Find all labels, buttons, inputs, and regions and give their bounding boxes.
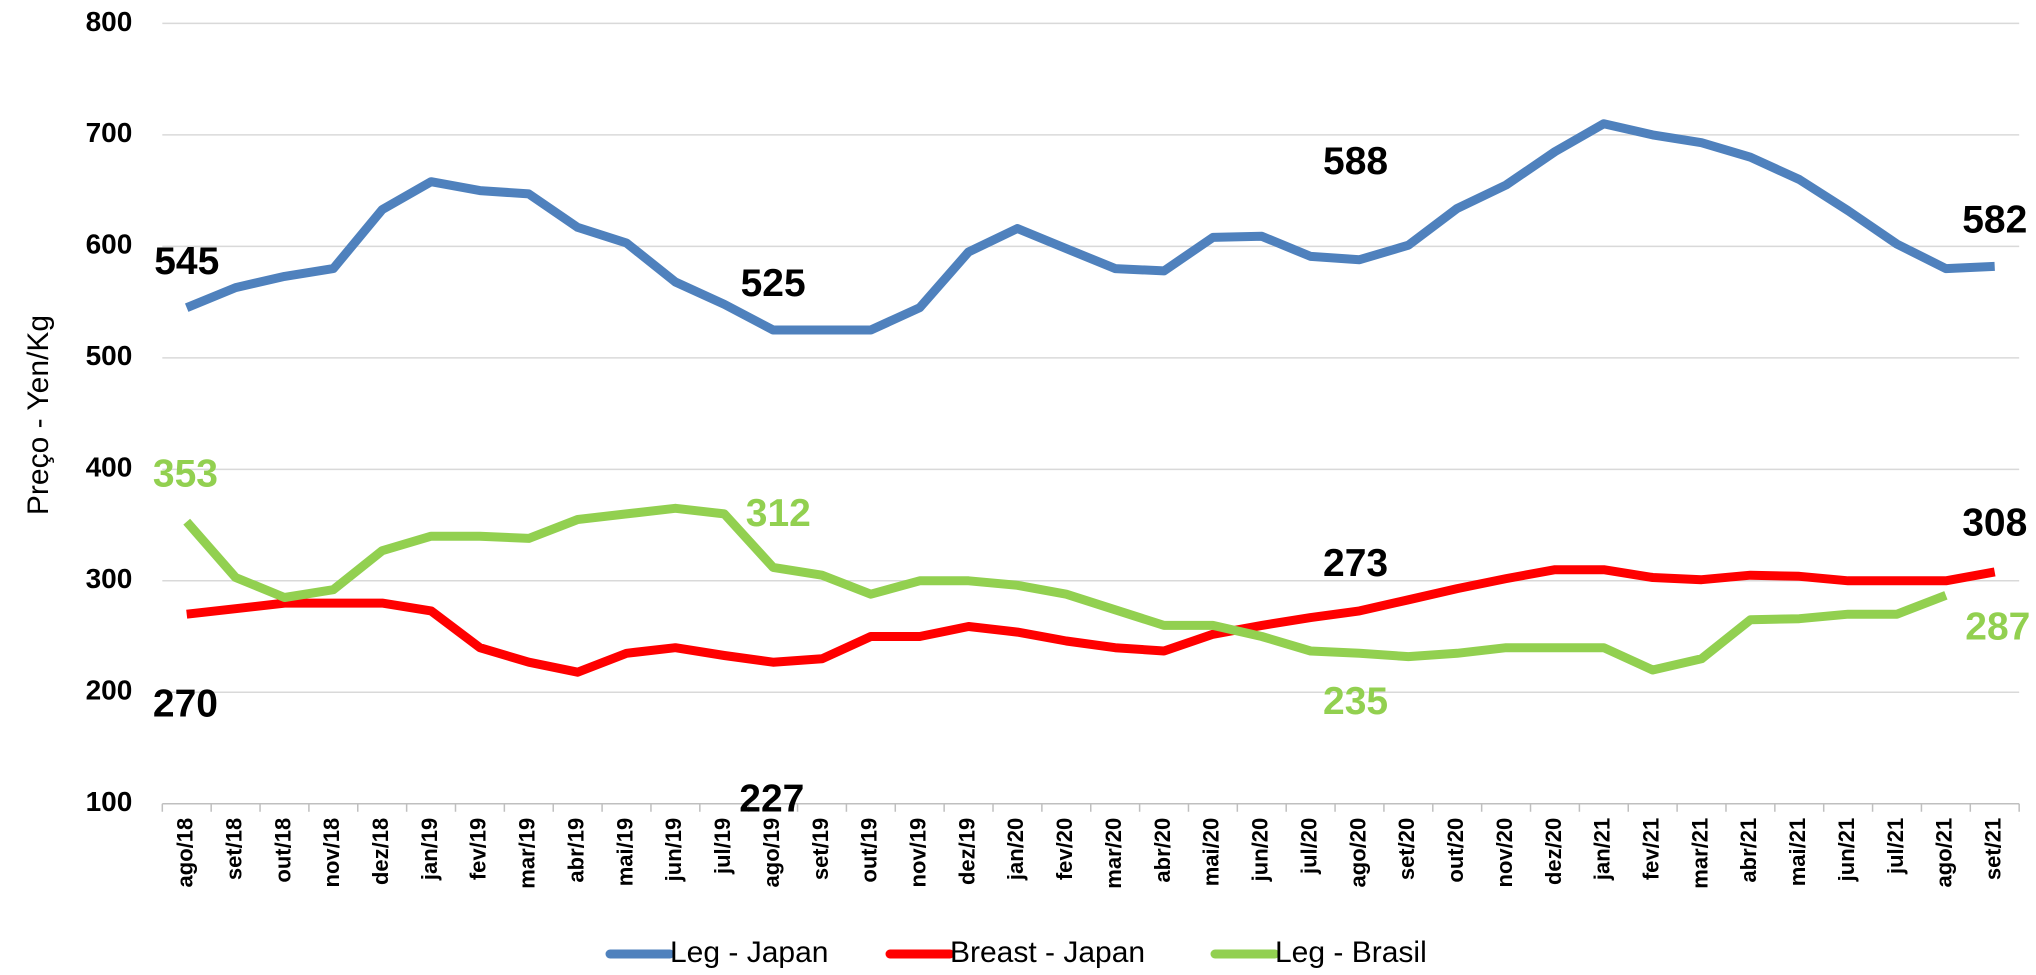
data-label: 312 [746,492,811,535]
series-line [184,119,1995,335]
x-tick-label: nov/20 [1492,818,1517,888]
x-tick-label: jan/20 [1003,818,1028,881]
data-label: 545 [154,240,219,283]
y-tick-label: 600 [86,229,133,260]
x-tick-label: set/19 [808,818,833,880]
x-tick-label: ago/21 [1932,818,1957,888]
data-label: 582 [1962,199,2027,242]
data-label: 235 [1323,680,1388,723]
data-label: 287 [1965,605,2030,648]
legend-label: Leg - Japan [670,936,828,969]
legend-label: Breast - Japan [950,936,1145,969]
x-tick-label: abr/19 [563,818,588,883]
x-tick-label: mai/21 [1785,818,1810,887]
data-label: 273 [1323,542,1388,585]
x-tick-label: jun/21 [1834,818,1859,883]
x-tick-label: fev/20 [1052,818,1077,880]
x-tick-label: jul/20 [1296,818,1321,875]
x-tick-label: ago/20 [1345,818,1370,888]
x-tick-label: mai/19 [612,818,637,887]
x-tick-label: out/19 [857,818,882,883]
data-label: 525 [741,262,806,305]
x-tick-label: dez/19 [954,818,979,885]
x-tick-label: out/18 [270,818,295,883]
data-label: 227 [739,777,804,820]
x-tick-label: out/20 [1443,818,1468,883]
x-tick-label: abr/20 [1150,818,1175,883]
data-label: 588 [1323,140,1388,183]
x-tick-label: dez/18 [368,818,393,885]
x-tick-label: jan/21 [1590,818,1615,881]
x-tick-label: mar/20 [1101,818,1126,889]
x-tick-label: set/18 [221,818,246,880]
x-tick-label: fev/21 [1638,818,1663,880]
y-tick-label: 300 [86,563,133,594]
x-tick-label: nov/18 [319,818,344,888]
data-label: 353 [153,453,218,496]
x-tick-label: dez/20 [1541,818,1566,885]
x-tick-label: jun/19 [661,818,686,883]
x-tick-label: mar/19 [515,818,540,889]
y-tick-label: 800 [86,6,133,37]
x-tick-label: jul/19 [710,818,735,875]
data-label: 308 [1962,501,2027,544]
x-tick-label: nov/19 [906,818,931,888]
series-line [183,503,1948,675]
x-tick-label: jun/20 [1248,818,1273,883]
x-tick-label: jul/21 [1883,818,1908,875]
legend-label: Leg - Brasil [1275,936,1427,969]
x-tick-label: ago/18 [173,818,198,888]
y-axis-label: Preço - Yen/Kg [22,315,55,515]
y-tick-label: 400 [86,452,133,483]
series-line [186,565,1996,677]
x-tick-label: set/20 [1394,818,1419,880]
y-tick-label: 700 [86,117,133,148]
y-tick-label: 200 [86,675,133,706]
x-tick-label: set/21 [1981,818,2006,880]
x-tick-label: jan/19 [417,818,442,881]
x-tick-label: ago/19 [759,818,784,888]
x-tick-label: mar/21 [1687,818,1712,889]
x-tick-label: abr/21 [1736,818,1761,883]
x-tick-label: mai/20 [1199,818,1224,887]
data-label: 270 [153,683,218,726]
y-tick-label: 100 [86,786,133,817]
x-tick-label: fev/19 [466,818,491,880]
y-tick-label: 500 [86,340,133,371]
